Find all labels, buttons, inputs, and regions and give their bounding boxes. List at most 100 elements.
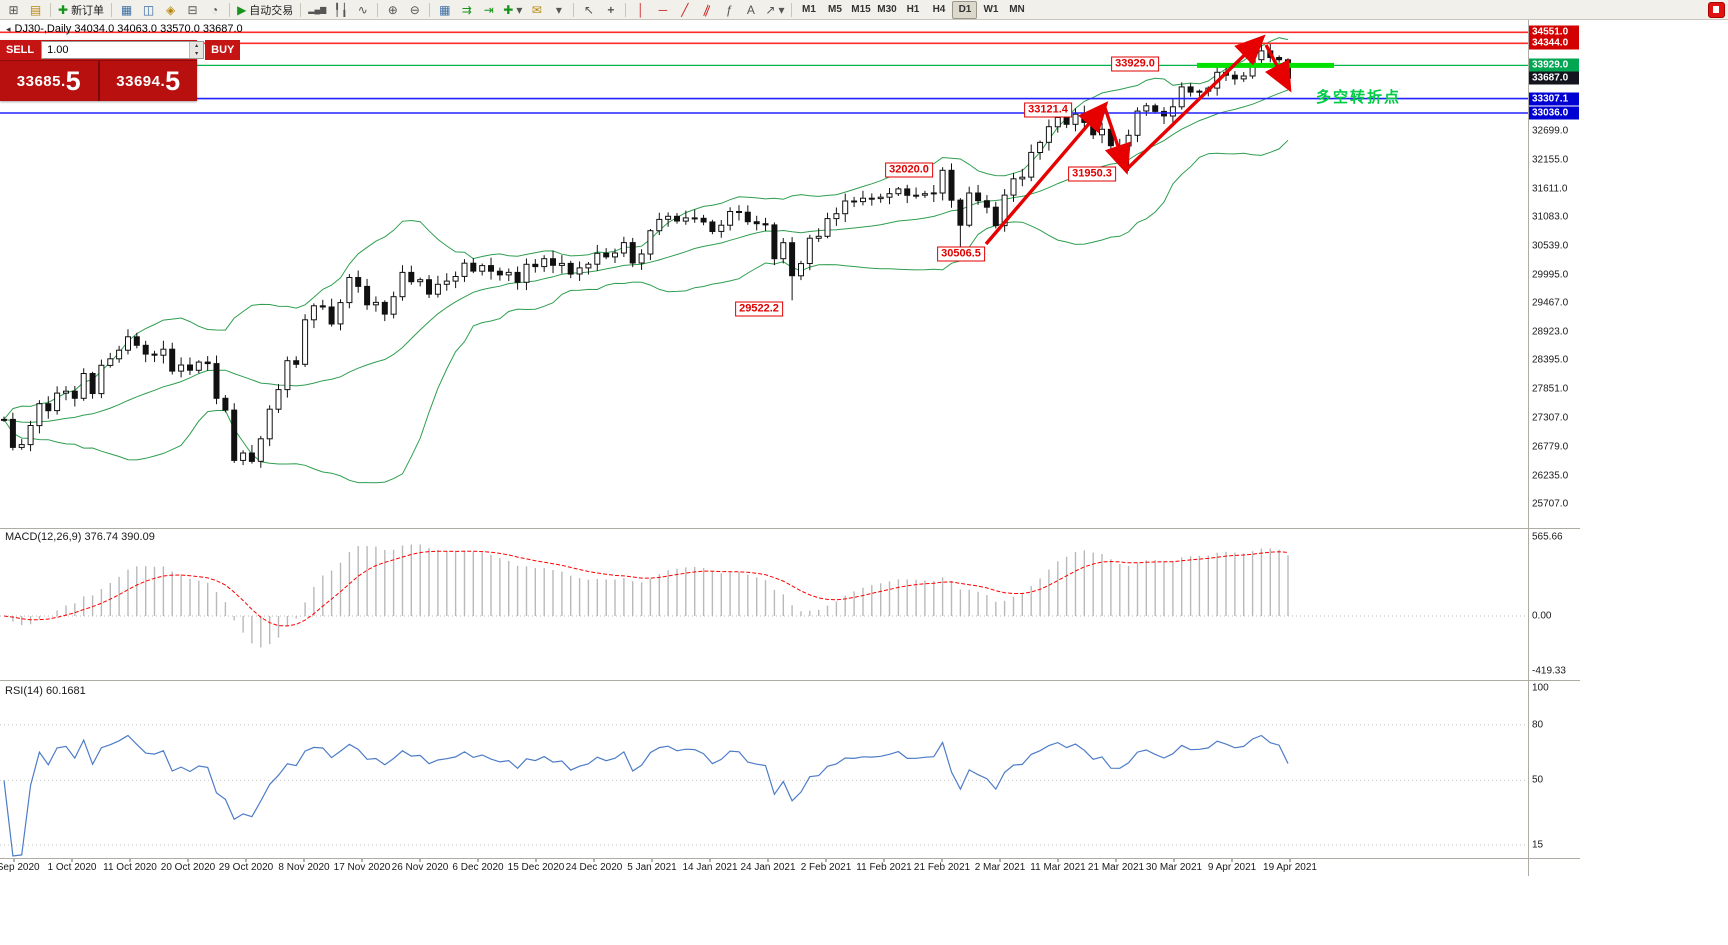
cursor-button[interactable]: ↖ xyxy=(578,1,599,19)
toolbar-separator xyxy=(300,2,302,17)
mail-icon: ✉ xyxy=(531,2,542,17)
chart-workspace: ◂ DJ30-,Daily 34034.0 34063.0 33570.0 33… xyxy=(0,20,1728,945)
cursor-icon: ↖ xyxy=(583,2,594,17)
profiles-icon: ▤ xyxy=(29,2,42,17)
toolbar-separator xyxy=(573,2,575,17)
crosshair-button[interactable]: + xyxy=(600,1,621,19)
one-click-trading-panel: SELL ▴ ▾ BUY 33685.5 33694.5 xyxy=(0,40,241,101)
volume-down-button[interactable]: ▾ xyxy=(190,50,204,58)
chart-shift-button[interactable]: ⇥ xyxy=(478,1,499,19)
toolbar-separator xyxy=(791,2,793,17)
macd-indicator-label: MACD(12,26,9) 376.74 390.09 xyxy=(5,531,155,543)
horizontal-line-button[interactable]: ─ xyxy=(652,1,673,19)
toolbar-separator xyxy=(429,2,431,17)
market-watch-button[interactable]: ▦ xyxy=(116,1,137,19)
sell-price-main: 33685. xyxy=(16,72,66,90)
sell-price[interactable]: 33685. 5 xyxy=(0,61,98,101)
notification-icon[interactable] xyxy=(1708,1,1725,18)
navigator-button[interactable]: ◈ xyxy=(160,1,181,19)
line-chart-button[interactable]: ∿ xyxy=(352,1,373,19)
auto-trading-icon: ▶ xyxy=(237,2,247,17)
arrows-tool-icon: ↗ xyxy=(765,2,776,17)
timeframe-h4-button[interactable]: H4 xyxy=(926,1,951,19)
chart-title-text: DJ30-,Daily 34034.0 34063.0 33570.0 3368… xyxy=(14,23,243,35)
data-window-button[interactable]: ◫ xyxy=(138,1,159,19)
new-order-button[interactable]: ✚ 新订单 xyxy=(55,1,107,19)
timeframe-m1-button[interactable]: M1 xyxy=(796,1,821,19)
profiles-button[interactable]: ▤ xyxy=(25,1,46,19)
chart-shift-icon: ⇥ xyxy=(483,2,494,17)
candlestick-chart-button[interactable]: ╿╽ xyxy=(330,1,351,19)
toolbar-separator xyxy=(377,2,379,17)
sell-price-pip: 5 xyxy=(65,65,81,96)
timeframe-d1-button[interactable]: D1 xyxy=(952,0,978,19)
strategy-tester-icon: ◔ xyxy=(210,2,219,17)
auto-trading-label: 自动交易 xyxy=(249,4,294,17)
horizontal-line-icon: ─ xyxy=(658,2,668,17)
dropdown-icon: ▾ xyxy=(516,2,523,17)
collapse-icon[interactable]: ◂ xyxy=(6,23,11,34)
one-click-price-row: 33685. 5 33694. 5 xyxy=(0,60,197,101)
one-click-top-row: SELL ▴ ▾ BUY xyxy=(0,40,241,60)
new-chart-button[interactable]: ⊞ xyxy=(3,1,24,19)
channel-button[interactable]: ∥ xyxy=(696,1,717,19)
price-axis-line xyxy=(1528,20,1529,876)
toolbar-separator xyxy=(625,2,627,17)
main-toolbar: ⊞ ▤ ✚ 新订单 ▦ ◫ ◈ ⊟ ◔ ▶ 自动交易 ▂▄▆ ╿╽ ∿ ⊕ ⊖ ▦ … xyxy=(0,0,1728,20)
auto-trading-button[interactable]: ▶ 自动交易 xyxy=(234,1,296,19)
new-order-icon: ✚ xyxy=(58,2,69,17)
volume-input[interactable] xyxy=(42,42,190,58)
dropdown-icon: ▾ xyxy=(778,2,785,17)
arrows-tool-button[interactable]: ↗ ▾ xyxy=(762,1,787,19)
new-order-label: 新订单 xyxy=(71,4,105,17)
new-chart-icon: ⊞ xyxy=(8,2,19,17)
strategy-tester-button[interactable]: ◔ xyxy=(204,1,225,19)
zoom-out-button[interactable]: ⊖ xyxy=(404,1,425,19)
tile-windows-button[interactable]: ▦ xyxy=(434,1,455,19)
timeframe-m5-button[interactable]: M5 xyxy=(822,1,847,19)
data-window-icon: ◫ xyxy=(142,2,155,17)
rsi-panel-separator[interactable] xyxy=(0,680,1580,681)
macd-panel-separator[interactable] xyxy=(0,528,1580,529)
bar-chart-button[interactable]: ▂▄▆ xyxy=(305,1,329,19)
buy-button[interactable]: BUY xyxy=(205,40,241,60)
volume-spinner: ▴ ▾ xyxy=(189,42,204,58)
trendline-button[interactable]: ╱ xyxy=(674,1,695,19)
indicators-add-icon: ✚ xyxy=(503,2,514,17)
chart-canvas[interactable] xyxy=(0,20,1728,945)
sell-button[interactable]: SELL xyxy=(0,40,41,60)
timeframe-h1-button[interactable]: H1 xyxy=(900,1,925,19)
templates-button[interactable]: ▾ xyxy=(548,1,569,19)
fibonacci-icon: ƒ xyxy=(725,2,733,17)
vertical-line-button[interactable]: │ xyxy=(630,1,651,19)
auto-scroll-button[interactable]: ⇉ xyxy=(456,1,477,19)
terminal-button[interactable]: ⊟ xyxy=(182,1,203,19)
mail-button[interactable]: ✉ xyxy=(526,1,547,19)
toolbar-separator xyxy=(229,2,231,17)
buy-price-pip: 5 xyxy=(165,65,181,96)
zoom-in-icon: ⊕ xyxy=(387,2,398,17)
line-chart-icon: ∿ xyxy=(357,2,368,17)
bar-chart-icon: ▂▄▆ xyxy=(308,4,327,14)
indicators-button[interactable]: ✚ ▾ xyxy=(500,1,525,19)
timeframe-m15-button[interactable]: M15 xyxy=(848,1,873,19)
zoom-in-button[interactable]: ⊕ xyxy=(382,1,403,19)
toolbar-separator xyxy=(111,2,113,17)
volume-up-button[interactable]: ▴ xyxy=(190,42,204,50)
timeframe-w1-button[interactable]: W1 xyxy=(978,1,1003,19)
text-tool-button[interactable]: A xyxy=(740,1,761,19)
price-divider xyxy=(97,61,100,101)
fibonacci-button[interactable]: ƒ xyxy=(718,1,739,19)
candlestick-chart-icon: ╿╽ xyxy=(333,2,348,17)
timeframe-m30-button[interactable]: M30 xyxy=(874,1,899,19)
timeframe-mn-button[interactable]: MN xyxy=(1004,1,1029,19)
buy-price-main: 33694. xyxy=(116,72,166,90)
toolbar-separator xyxy=(50,2,51,17)
rsi-indicator-label: RSI(14) 60.1681 xyxy=(5,685,86,697)
buy-price[interactable]: 33694. 5 xyxy=(100,61,198,101)
channel-icon: ∥ xyxy=(701,1,713,18)
volume-field-wrap: ▴ ▾ xyxy=(41,41,205,59)
zoom-out-icon: ⊖ xyxy=(409,2,420,17)
crosshair-icon: + xyxy=(607,2,615,17)
